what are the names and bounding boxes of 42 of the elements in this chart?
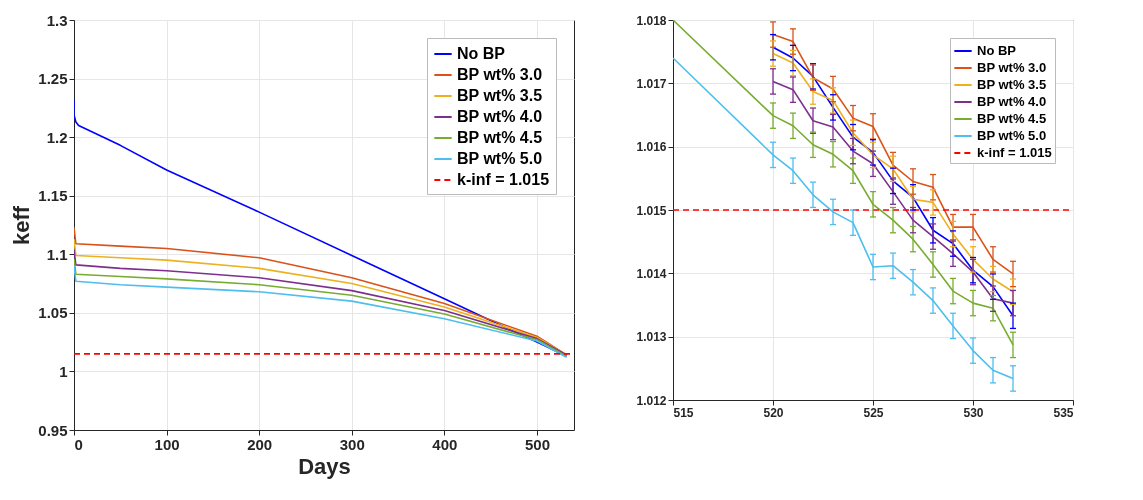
legend-label: No BP: [977, 43, 1017, 58]
x-tick-label: 100: [154, 435, 180, 453]
legend-label: BP wt% 4.5: [457, 129, 543, 146]
y-tick-label: 1.2: [46, 128, 68, 146]
y-tick-label: 0.95: [38, 421, 68, 439]
y-tick-label: 1.15: [38, 187, 68, 205]
y-tick-label: 1.016: [636, 140, 667, 155]
y-tick-label: 1.014: [636, 266, 667, 281]
x-tick-label: 515: [673, 405, 694, 420]
y-tick-label: 1.015: [636, 203, 667, 218]
legend-label: BP wt% 5.0: [457, 150, 543, 167]
y-tick-label: 1.05: [38, 304, 68, 322]
x-tick-label: 500: [524, 435, 550, 453]
legend-label: BP wt% 3.5: [977, 77, 1047, 92]
legend-label: BP wt% 5.0: [977, 128, 1047, 143]
legend-label: No BP: [457, 45, 506, 62]
x-tick-label: 300: [339, 435, 365, 453]
y-tick-label: 1.012: [636, 393, 667, 408]
x-tick-label: 525: [863, 405, 884, 420]
y-tick-label: 1: [59, 362, 68, 380]
legend-label: BP wt% 3.0: [977, 60, 1047, 75]
y-tick-label: 1.018: [636, 13, 667, 28]
legend-label: BP wt% 3.0: [457, 66, 543, 83]
legend-label: BP wt% 3.5: [457, 87, 543, 104]
y-axis-title: keff: [9, 205, 35, 246]
legend-label: k-inf = 1.015: [457, 171, 550, 188]
x-tick-label: 530: [963, 405, 984, 420]
x-tick-label: 520: [763, 405, 784, 420]
x-tick-label: 535: [1053, 405, 1074, 420]
x-axis-title: Days: [298, 453, 351, 479]
y-tick-label: 1.017: [636, 76, 667, 91]
legend-label: BP wt% 4.5: [977, 111, 1047, 126]
y-tick-label: 1.013: [636, 330, 667, 345]
legend-label: BP wt% 4.0: [457, 108, 543, 125]
x-tick-label: 400: [432, 435, 458, 453]
x-tick-label: 200: [247, 435, 273, 453]
y-tick-label: 1.1: [46, 245, 68, 263]
legend-label: k-inf = 1.015: [977, 145, 1052, 160]
y-tick-label: 1.3: [46, 11, 68, 29]
y-tick-label: 1.25: [38, 70, 68, 88]
x-tick-label: 0: [74, 435, 83, 453]
legend-label: BP wt% 4.0: [977, 94, 1047, 109]
